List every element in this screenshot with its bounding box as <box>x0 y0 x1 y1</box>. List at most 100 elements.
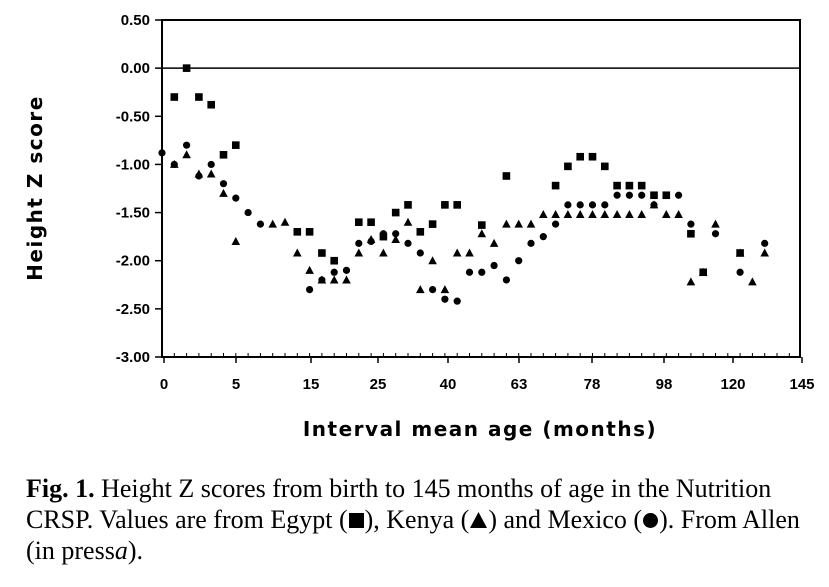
triangle-marker <box>391 235 400 244</box>
triangle-marker <box>231 236 241 245</box>
square-marker <box>428 220 437 228</box>
circle-marker <box>662 191 670 199</box>
square-marker <box>391 208 400 217</box>
triangle-marker <box>588 209 597 218</box>
triangle-marker <box>354 248 364 257</box>
triangle-marker <box>551 209 560 218</box>
square-marker <box>637 181 646 190</box>
y-tick-label: 0.00 <box>121 60 150 77</box>
triangle-marker <box>539 209 548 218</box>
square-marker <box>687 229 695 238</box>
circle-marker <box>342 266 351 274</box>
y-tick-label: -1.50 <box>116 205 150 222</box>
circle-marker <box>527 239 535 247</box>
data-points <box>158 64 769 305</box>
y-axis: 0.50 0.00 -0.50 -1.00 -1.50 -2.00 -2.50 -3.00 <box>116 12 162 366</box>
circle-marker <box>404 239 412 247</box>
circle-marker <box>465 268 474 276</box>
square-marker <box>625 181 634 190</box>
circle-marker <box>232 194 240 202</box>
square-marker <box>404 201 412 209</box>
triangle-marker <box>625 209 634 218</box>
triangle-marker <box>329 275 339 284</box>
triangle-marker <box>686 277 696 286</box>
circle-marker <box>588 201 597 209</box>
triangle-marker <box>440 285 450 294</box>
triangle-marker <box>342 275 351 284</box>
triangle-marker <box>748 277 757 286</box>
y-tick-label: -0.50 <box>116 108 150 125</box>
square-marker <box>195 93 203 101</box>
square-marker <box>232 141 240 149</box>
square-marker <box>219 151 228 159</box>
y-tick-label: -1.00 <box>116 156 150 173</box>
square-marker <box>355 218 363 226</box>
triangle-marker <box>760 248 769 257</box>
triangle-marker <box>735 248 745 257</box>
circle-marker <box>638 191 646 199</box>
triangle-marker <box>416 285 425 294</box>
square-marker <box>330 256 338 265</box>
circle-marker <box>650 201 658 209</box>
circle-marker <box>170 160 178 169</box>
square-marker <box>502 172 511 180</box>
y-tick-label: -2.00 <box>116 253 150 270</box>
triangle-marker <box>305 265 314 274</box>
x-axis: 0 5 15 25 40 63 78 98 120 145 <box>160 353 815 393</box>
circle-marker <box>736 268 744 276</box>
triangle-marker <box>268 219 277 228</box>
circle-marker <box>158 149 166 157</box>
circle-marker <box>502 276 510 284</box>
circle-marker <box>244 208 252 217</box>
circle-marker <box>318 276 326 284</box>
circle-marker <box>416 249 424 257</box>
x-axis-title: Interval mean age (months) <box>303 417 657 441</box>
y-tick-label: -2.50 <box>116 301 150 318</box>
circle-marker <box>330 268 338 276</box>
triangle-marker <box>465 248 474 257</box>
circle-marker <box>379 230 387 238</box>
triangle-marker <box>698 267 708 276</box>
circle-marker <box>219 180 228 188</box>
caption-text-1: Height Z scores from birth to 145 months… <box>26 474 772 534</box>
caption-text-5: a <box>114 536 128 565</box>
y-tick-label: -3.00 <box>116 349 150 366</box>
caption-text-3: ) and Mexico ( <box>488 505 643 534</box>
x-tick-label: 0 <box>160 376 168 393</box>
caption-text-6: ). <box>127 536 143 565</box>
triangle-marker <box>403 217 413 226</box>
square-marker <box>416 228 425 236</box>
caption-text-4: ). From Allen (in press <box>26 505 800 565</box>
square-marker <box>613 181 621 190</box>
circle-marker <box>539 233 547 241</box>
circle-marker <box>195 172 203 180</box>
triangle-marker <box>489 238 499 247</box>
triangle-marker <box>612 209 622 218</box>
triangle-marker <box>711 219 720 228</box>
triangle-marker <box>662 209 671 218</box>
circle-marker <box>613 191 621 199</box>
triangle-marker <box>219 188 228 197</box>
series-mexico <box>158 141 769 305</box>
square-marker <box>478 221 486 229</box>
y-tick-label: 0.50 <box>121 12 150 29</box>
triangle-marker <box>637 209 646 218</box>
circle-legend-icon <box>643 513 659 528</box>
circle-marker <box>453 297 461 305</box>
triangle-marker <box>293 248 302 257</box>
circle-marker <box>552 220 560 228</box>
circle-marker <box>355 239 363 247</box>
triangle-marker <box>600 209 610 218</box>
x-tick-label: 78 <box>584 376 601 393</box>
square-marker <box>453 201 461 209</box>
square-marker <box>207 100 215 109</box>
circle-marker <box>367 237 375 246</box>
circle-marker <box>478 268 486 276</box>
circle-marker <box>515 257 523 265</box>
circle-marker <box>711 230 720 238</box>
triangle-marker <box>674 209 683 218</box>
circle-marker <box>675 191 683 199</box>
square-marker <box>650 191 658 200</box>
square-marker <box>182 64 191 72</box>
